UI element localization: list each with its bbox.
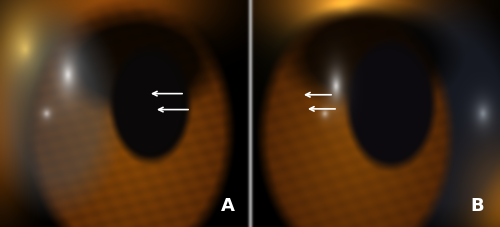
- Text: A: A: [220, 197, 234, 215]
- Text: B: B: [470, 197, 484, 215]
